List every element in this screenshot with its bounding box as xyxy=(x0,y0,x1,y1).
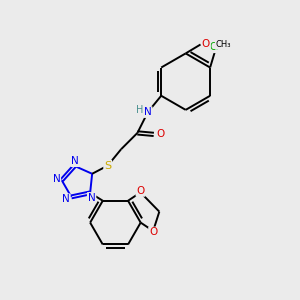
Text: N: N xyxy=(52,174,60,184)
Text: N: N xyxy=(62,194,70,204)
Text: N: N xyxy=(144,107,152,117)
Text: N: N xyxy=(88,193,95,203)
Text: O: O xyxy=(149,227,157,237)
Text: O: O xyxy=(156,129,164,140)
Text: N: N xyxy=(71,156,79,166)
Text: O: O xyxy=(136,186,145,196)
Text: Cl: Cl xyxy=(210,42,219,52)
Text: S: S xyxy=(104,160,111,171)
Text: CH₃: CH₃ xyxy=(216,40,231,49)
Text: O: O xyxy=(202,40,210,50)
Text: H: H xyxy=(136,105,143,115)
